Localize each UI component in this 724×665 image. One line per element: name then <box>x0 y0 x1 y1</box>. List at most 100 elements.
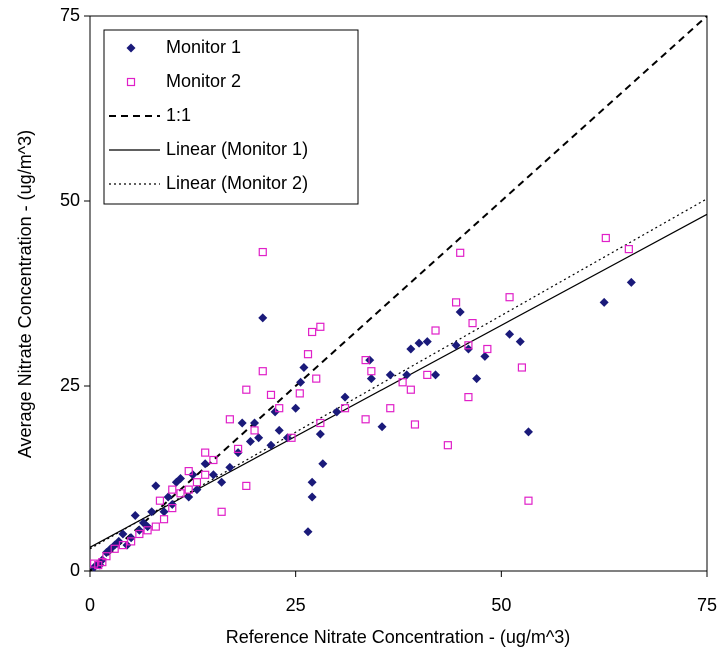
point <box>118 540 128 550</box>
point <box>266 440 276 450</box>
point <box>188 470 198 480</box>
point <box>151 481 161 491</box>
point <box>127 537 136 546</box>
legend-marker <box>126 77 136 87</box>
point <box>209 455 218 465</box>
point <box>254 433 264 443</box>
point <box>431 326 440 335</box>
point <box>233 444 243 453</box>
legend-label: Monitor 2 <box>166 71 241 91</box>
point <box>315 429 325 439</box>
point <box>312 374 321 383</box>
point <box>184 467 193 476</box>
point <box>258 247 267 257</box>
point <box>406 344 416 354</box>
point <box>464 393 473 402</box>
point <box>451 298 461 307</box>
trend-line <box>89 198 708 550</box>
point <box>242 481 251 490</box>
point <box>143 526 152 535</box>
point <box>398 378 407 387</box>
point <box>517 363 527 372</box>
point <box>258 313 268 323</box>
point <box>200 459 210 469</box>
point <box>291 403 301 413</box>
point <box>307 477 317 487</box>
x-tick-label: 75 <box>697 595 717 615</box>
point <box>250 426 259 435</box>
point <box>414 338 424 348</box>
point <box>192 485 202 495</box>
point <box>138 518 148 528</box>
point <box>245 437 255 446</box>
point <box>184 492 194 502</box>
legend-label: Linear (Monitor 2) <box>166 173 308 193</box>
point <box>147 507 157 517</box>
point <box>118 529 128 539</box>
point <box>377 422 387 432</box>
point <box>456 248 465 257</box>
point <box>505 329 515 339</box>
point <box>524 496 533 505</box>
point <box>431 370 441 380</box>
point <box>168 504 177 513</box>
point <box>402 370 412 380</box>
point <box>361 356 370 365</box>
point <box>422 337 432 347</box>
legend-marker <box>126 43 136 53</box>
point <box>168 485 177 494</box>
point <box>455 307 465 317</box>
point <box>303 350 313 359</box>
point <box>472 374 482 384</box>
point <box>192 478 202 487</box>
point <box>332 407 342 417</box>
point <box>201 470 210 479</box>
point <box>523 427 533 437</box>
point <box>217 477 227 487</box>
point <box>159 515 169 524</box>
legend-label: 1:1 <box>166 105 191 125</box>
point <box>102 552 111 561</box>
point <box>135 529 144 539</box>
point <box>295 389 304 398</box>
point <box>94 560 103 570</box>
point <box>385 370 395 380</box>
point <box>201 448 210 457</box>
point <box>626 277 636 287</box>
point <box>275 404 284 413</box>
trend-line <box>89 213 708 548</box>
point <box>451 340 461 350</box>
point <box>274 425 284 435</box>
point <box>624 245 633 254</box>
point <box>464 341 473 350</box>
point <box>122 540 132 550</box>
point <box>225 415 234 424</box>
point <box>282 433 292 443</box>
point <box>110 544 119 553</box>
legend-label: Linear (Monitor 1) <box>166 139 308 159</box>
point <box>505 293 514 302</box>
x-tick-label: 50 <box>491 595 511 615</box>
point <box>184 485 193 494</box>
point <box>423 370 432 379</box>
point <box>410 420 420 429</box>
point <box>443 441 452 450</box>
point <box>130 511 140 520</box>
point <box>287 433 296 442</box>
x-tick-label: 0 <box>85 595 95 615</box>
point <box>316 322 325 331</box>
point <box>386 404 395 413</box>
point <box>250 418 260 428</box>
legend-label: Monitor 1 <box>166 37 241 57</box>
point <box>318 459 328 469</box>
point <box>266 390 276 399</box>
y-tick-label: 75 <box>60 5 80 25</box>
plot-frame <box>89 15 708 572</box>
point <box>366 374 376 384</box>
y-axis-title: Average Nitrate Concentration - (ug/m^3) <box>15 130 35 458</box>
point <box>316 418 325 428</box>
point <box>367 367 376 376</box>
point <box>303 527 313 537</box>
point <box>296 377 306 387</box>
